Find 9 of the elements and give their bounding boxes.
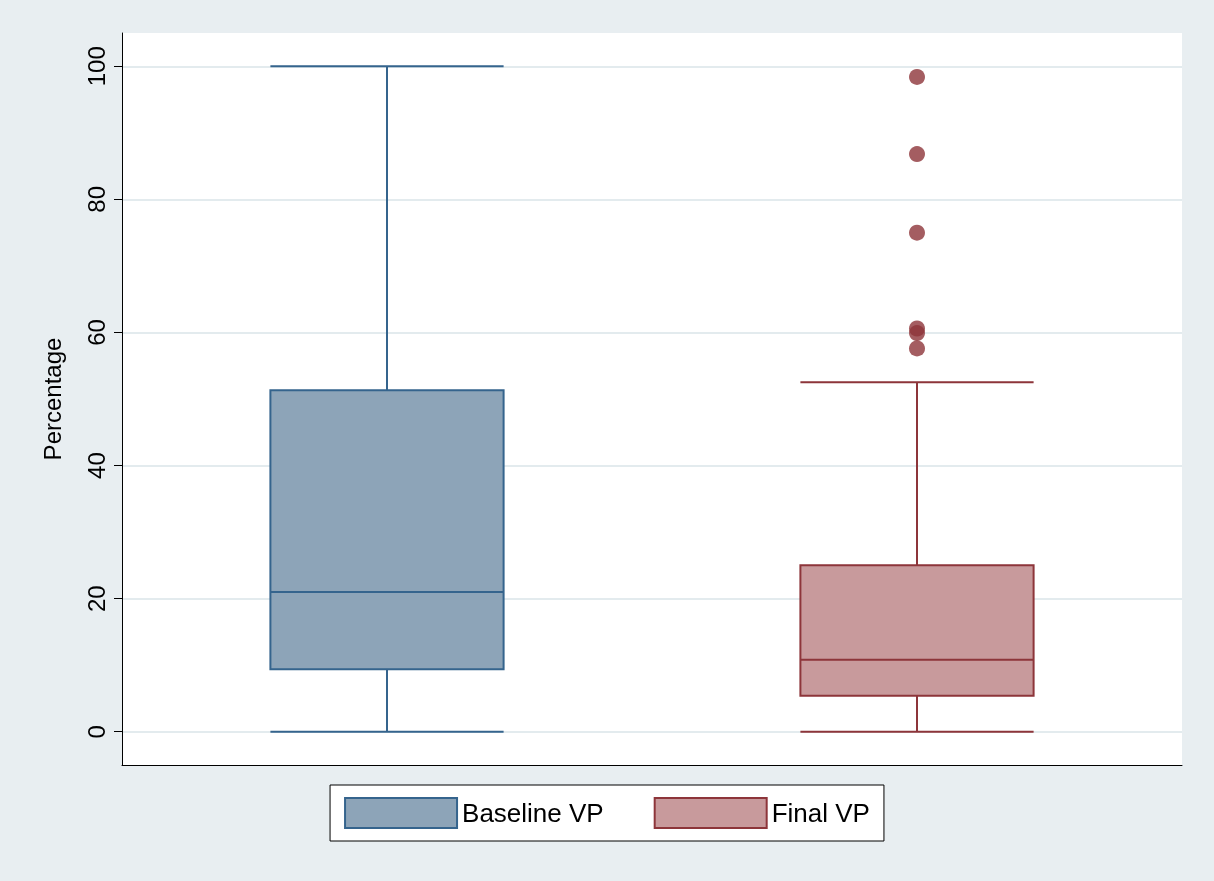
legend-label: Final VP xyxy=(771,798,870,828)
y-tick-label: 60 xyxy=(82,319,110,346)
y-tick-label: 20 xyxy=(82,585,110,612)
y-tick-label: 80 xyxy=(82,186,110,213)
y-tick-label: 40 xyxy=(82,452,110,479)
y-tick-label: 100 xyxy=(82,46,110,87)
y-tick-label: 0 xyxy=(82,725,110,739)
legend-label: Baseline VP xyxy=(462,798,604,828)
y-axis-title: Percentage xyxy=(38,337,66,461)
